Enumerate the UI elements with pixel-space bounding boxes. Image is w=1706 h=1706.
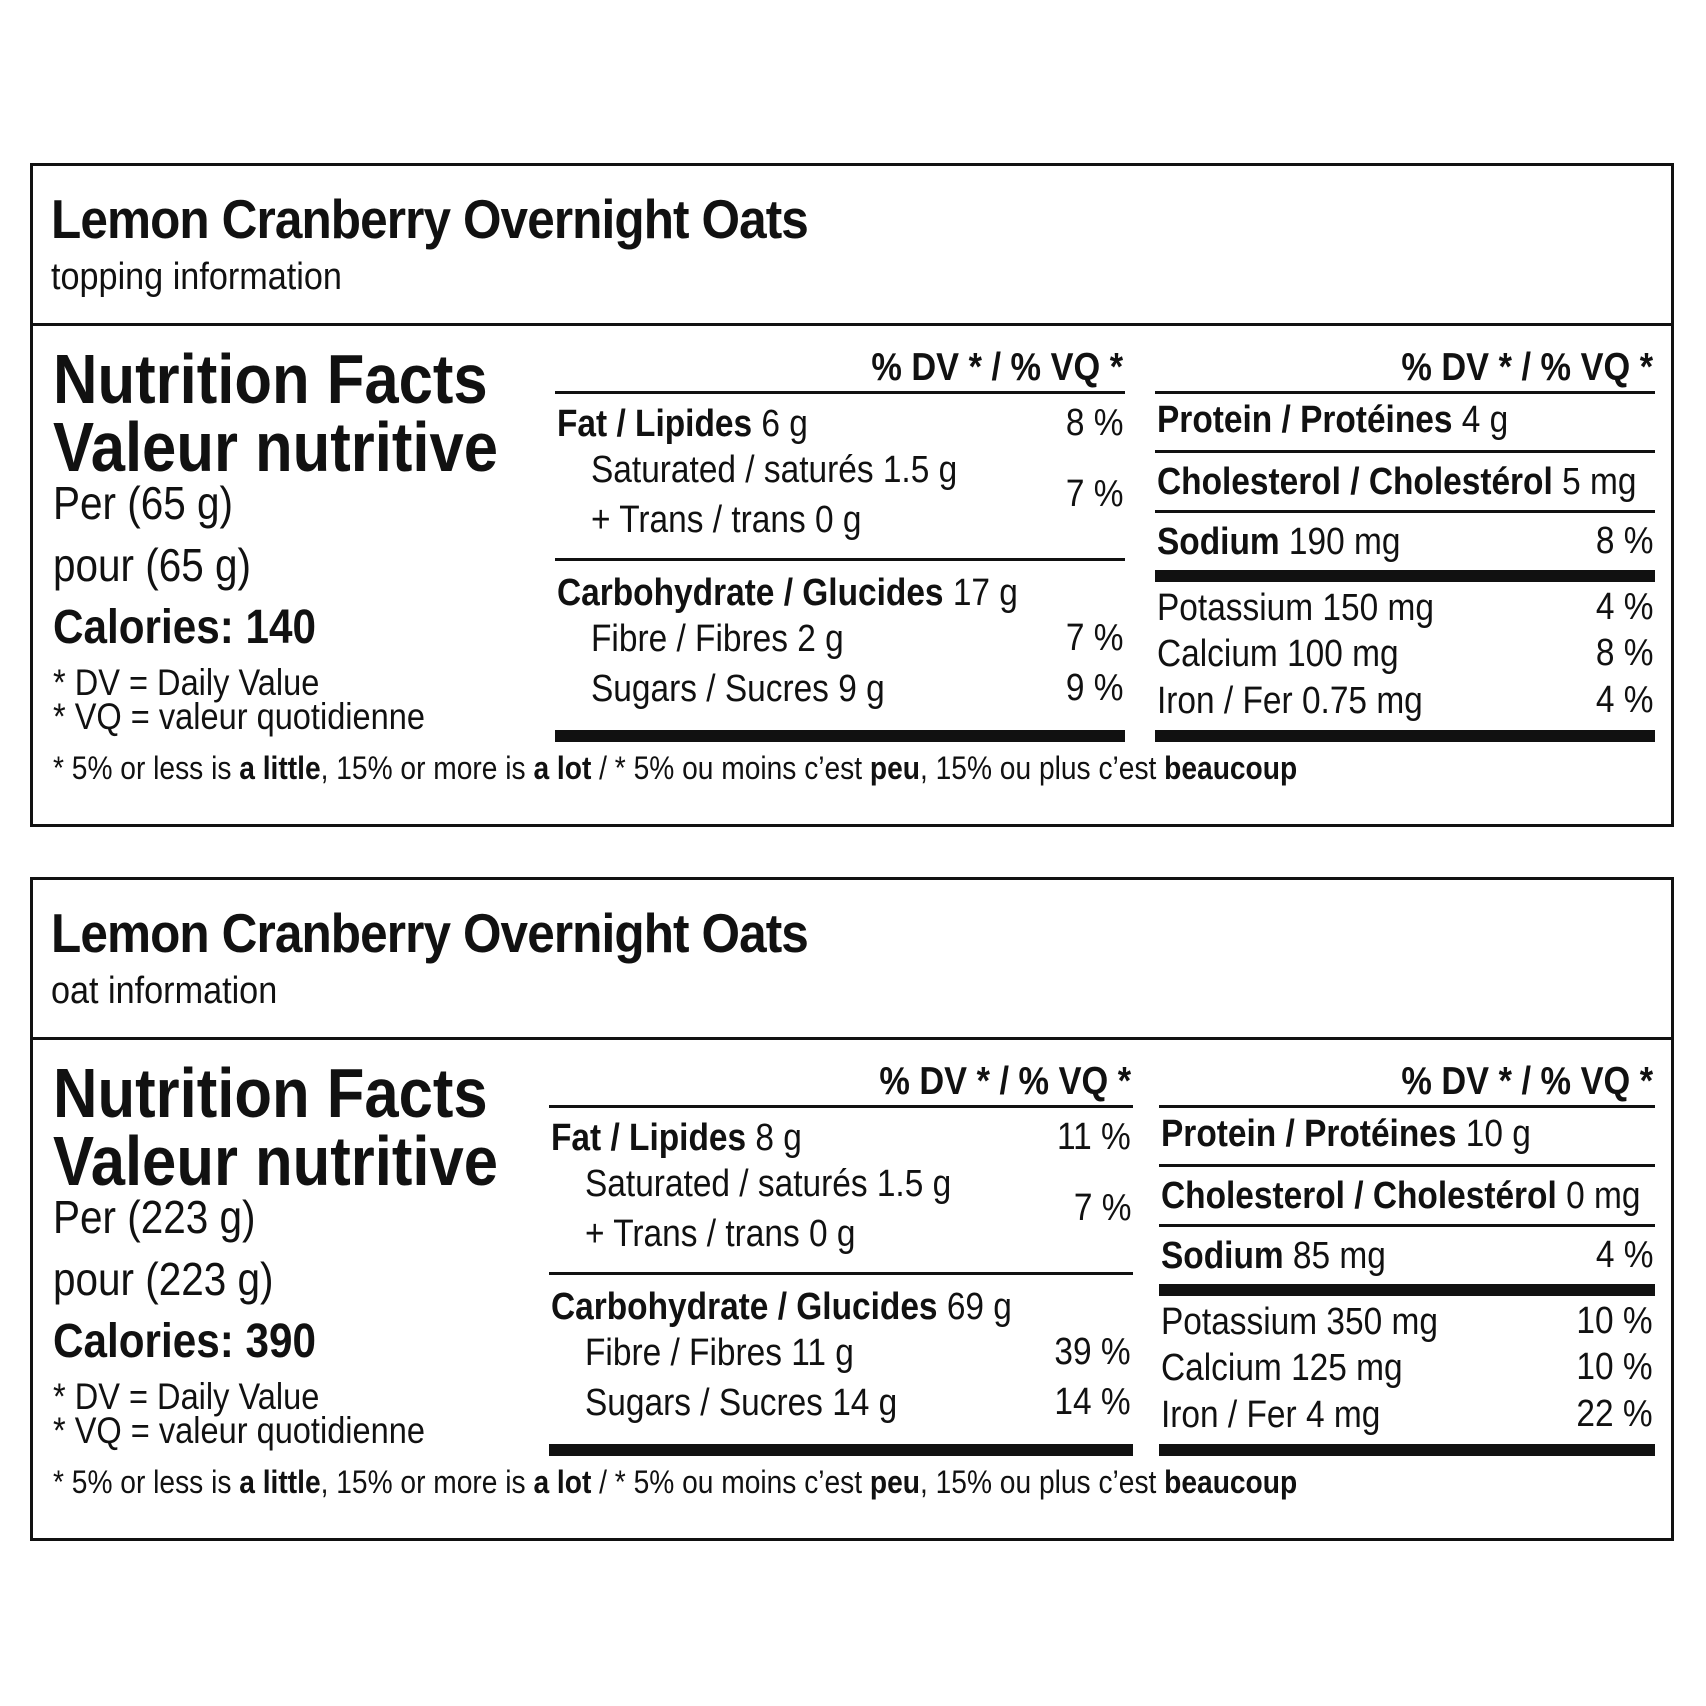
iron-pct: 22 %	[1576, 1393, 1653, 1435]
heading-fr: Valeur nutritive	[53, 408, 499, 486]
calories-value: 140	[245, 601, 316, 654]
dv-header-middle: % DV * / % VQ *	[879, 1060, 1131, 1103]
potassium-pct: 4 %	[1595, 586, 1653, 628]
fat-pct: 8 %	[1065, 402, 1123, 444]
rule-right-top	[1155, 391, 1655, 394]
saturated-row: Saturated / saturés 1.5 g	[585, 1163, 952, 1205]
heading-fr: Valeur nutritive	[53, 1122, 499, 1200]
calories-label: Calories:	[53, 1315, 234, 1368]
sugars-row: Sugars / Sucres 14 g	[585, 1382, 898, 1424]
protein-row: Protein / Protéines 10 g	[1161, 1113, 1531, 1155]
label-header: Lemon Cranberry Overnight Oats topping i…	[33, 166, 1671, 326]
calories-value: 390	[245, 1315, 316, 1368]
potassium-row: Potassium 350 mg	[1161, 1301, 1438, 1343]
heading-en: Nutrition Facts	[53, 340, 488, 418]
fat-row: Fat / Lipides 6 g	[557, 403, 808, 445]
trans-row: + Trans / trans 0 g	[585, 1213, 856, 1255]
nutrition-facts-panel: Nutrition Facts Valeur nutritive Per (65…	[33, 326, 1671, 824]
rule-middle-mid	[555, 558, 1125, 561]
rule-middle-bottom	[555, 730, 1125, 742]
rule-right-bottom	[1159, 1444, 1655, 1456]
product-title: Lemon Cranberry Overnight Oats	[51, 902, 809, 964]
sodium-row: Sodium 190 mg	[1157, 521, 1401, 563]
sodium-pct: 8 %	[1595, 520, 1653, 562]
carb-row: Carbohydrate / Glucides 17 g	[557, 572, 1018, 614]
footer-note: * 5% or less is a little, 15% or more is…	[53, 750, 1298, 786]
protein-row: Protein / Protéines 4 g	[1157, 399, 1509, 441]
footer-note: * 5% or less is a little, 15% or more is…	[53, 1464, 1298, 1500]
saturated-row: Saturated / saturés 1.5 g	[591, 449, 958, 491]
nutrition-label-oat: Lemon Cranberry Overnight Oats oat infor…	[30, 877, 1674, 1541]
rule-middle-top	[555, 391, 1125, 394]
sugars-pct: 9 %	[1065, 667, 1123, 709]
sugars-pct: 14 %	[1054, 1381, 1131, 1423]
fibre-pct: 7 %	[1065, 617, 1123, 659]
nutrition-facts-panel: Nutrition Facts Valeur nutritive Per (22…	[33, 1040, 1671, 1538]
rule-middle-bottom	[549, 1444, 1133, 1456]
sodium-pct: 4 %	[1595, 1234, 1653, 1276]
label-header: Lemon Cranberry Overnight Oats oat infor…	[33, 880, 1671, 1040]
cholesterol-row: Cholesterol / Cholestérol 0 mg	[1161, 1175, 1641, 1217]
calcium-row: Calcium 100 mg	[1157, 633, 1399, 675]
iron-pct: 4 %	[1595, 679, 1653, 721]
product-subtitle: topping information	[51, 256, 342, 298]
carb-row: Carbohydrate / Glucides 69 g	[551, 1286, 1012, 1328]
fibre-row: Fibre / Fibres 11 g	[585, 1332, 854, 1374]
dv-header-right: % DV * / % VQ *	[1401, 1060, 1653, 1103]
rule-right-2	[1155, 510, 1655, 513]
calcium-pct: 8 %	[1595, 632, 1653, 674]
serving-size-en: Per (65 g)	[53, 477, 233, 529]
calcium-pct: 10 %	[1576, 1346, 1653, 1388]
sat-trans-pct: 7 %	[1073, 1187, 1131, 1229]
rule-right-top	[1159, 1105, 1655, 1108]
rule-right-thick	[1159, 1284, 1655, 1296]
nutrition-label-topping: Lemon Cranberry Overnight Oats topping i…	[30, 163, 1674, 827]
fibre-row: Fibre / Fibres 2 g	[591, 618, 844, 660]
sat-trans-pct: 7 %	[1065, 473, 1123, 515]
potassium-row: Potassium 150 mg	[1157, 587, 1434, 629]
fibre-pct: 39 %	[1054, 1331, 1131, 1373]
note-dv: * DV = Daily Value	[53, 1376, 320, 1417]
sugars-row: Sugars / Sucres 9 g	[591, 668, 885, 710]
rule-right-1	[1159, 1164, 1655, 1167]
note-vq: * VQ = valeur quotidienne	[53, 696, 425, 737]
serving-size-fr: pour (223 g)	[53, 1253, 274, 1305]
rule-right-2	[1159, 1224, 1655, 1227]
serving-size-fr: pour (65 g)	[53, 539, 252, 591]
sodium-row: Sodium 85 mg	[1161, 1235, 1386, 1277]
cholesterol-row: Cholesterol / Cholestérol 5 mg	[1157, 461, 1637, 503]
calcium-row: Calcium 125 mg	[1161, 1347, 1403, 1389]
iron-row: Iron / Fer 0.75 mg	[1157, 680, 1423, 722]
product-title: Lemon Cranberry Overnight Oats	[51, 188, 809, 250]
rule-right-1	[1155, 450, 1655, 453]
fat-pct: 11 %	[1057, 1116, 1131, 1158]
rule-right-bottom	[1155, 730, 1655, 742]
serving-size-en: Per (223 g)	[53, 1191, 256, 1243]
note-vq: * VQ = valeur quotidienne	[53, 1410, 425, 1451]
potassium-pct: 10 %	[1576, 1300, 1653, 1342]
dv-header-middle: % DV * / % VQ *	[871, 346, 1123, 389]
rule-right-thick	[1155, 570, 1655, 582]
note-dv: * DV = Daily Value	[53, 662, 320, 703]
calories-label: Calories:	[53, 601, 234, 654]
heading-en: Nutrition Facts	[53, 1054, 488, 1132]
product-subtitle: oat information	[51, 970, 278, 1012]
trans-row: + Trans / trans 0 g	[591, 499, 862, 541]
fat-row: Fat / Lipides 8 g	[551, 1117, 802, 1159]
rule-middle-mid	[549, 1272, 1133, 1275]
iron-row: Iron / Fer 4 mg	[1161, 1394, 1381, 1436]
dv-header-right: % DV * / % VQ *	[1401, 346, 1653, 389]
rule-middle-top	[549, 1105, 1133, 1108]
